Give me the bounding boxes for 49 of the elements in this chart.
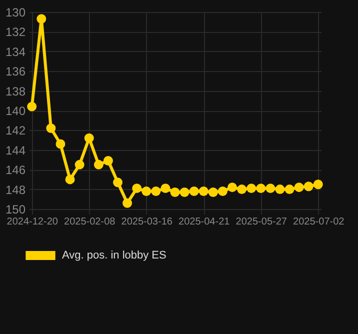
point (294, 182, 304, 192)
y-tick-label: 130 (5, 6, 26, 20)
point (132, 184, 142, 194)
y-tick-label: 138 (5, 84, 26, 98)
point (142, 186, 152, 196)
point (189, 186, 199, 196)
point (256, 184, 266, 194)
x-tick-label: 2024-12-20 (6, 216, 58, 228)
legend-label: Avg. pos. in lobby ES (62, 250, 166, 262)
point (304, 182, 314, 192)
point (65, 174, 75, 184)
point (36, 14, 46, 24)
y-tick-label: 150 (5, 202, 26, 216)
x-tick-label: 2025-05-27 (236, 216, 288, 228)
point (74, 160, 84, 170)
y-tick-label: 140 (5, 104, 26, 118)
x-tick-label: 2025-03-16 (121, 216, 173, 228)
y-tick-label: 146 (5, 163, 26, 178)
point (170, 188, 180, 197)
point (284, 184, 294, 194)
point (84, 133, 94, 143)
point (27, 102, 37, 112)
point (218, 186, 228, 196)
y-tick-label: 136 (5, 64, 26, 79)
x-tick-label: 2025-07-02 (293, 216, 345, 228)
x-tick-label: 2025-02-08 (64, 216, 116, 228)
x-tick-label: 2025-04-21 (178, 216, 230, 228)
point (103, 156, 113, 166)
y-tick-label: 132 (5, 25, 26, 40)
point (113, 178, 122, 188)
point (180, 188, 190, 197)
point (56, 139, 66, 149)
y-tick-label: 144 (5, 143, 26, 158)
point (160, 184, 170, 194)
point (228, 182, 237, 192)
point (275, 184, 285, 194)
point (266, 184, 276, 194)
point (246, 184, 256, 194)
point (94, 160, 104, 170)
y-tick-label: 148 (5, 182, 26, 197)
point (122, 198, 132, 208)
y-tick-label: 134 (5, 44, 26, 59)
point (237, 184, 247, 194)
point (198, 186, 208, 196)
point (46, 123, 56, 133)
point (208, 188, 218, 197)
point (313, 180, 323, 190)
y-tick-label: 142 (5, 124, 26, 138)
point (151, 186, 161, 196)
